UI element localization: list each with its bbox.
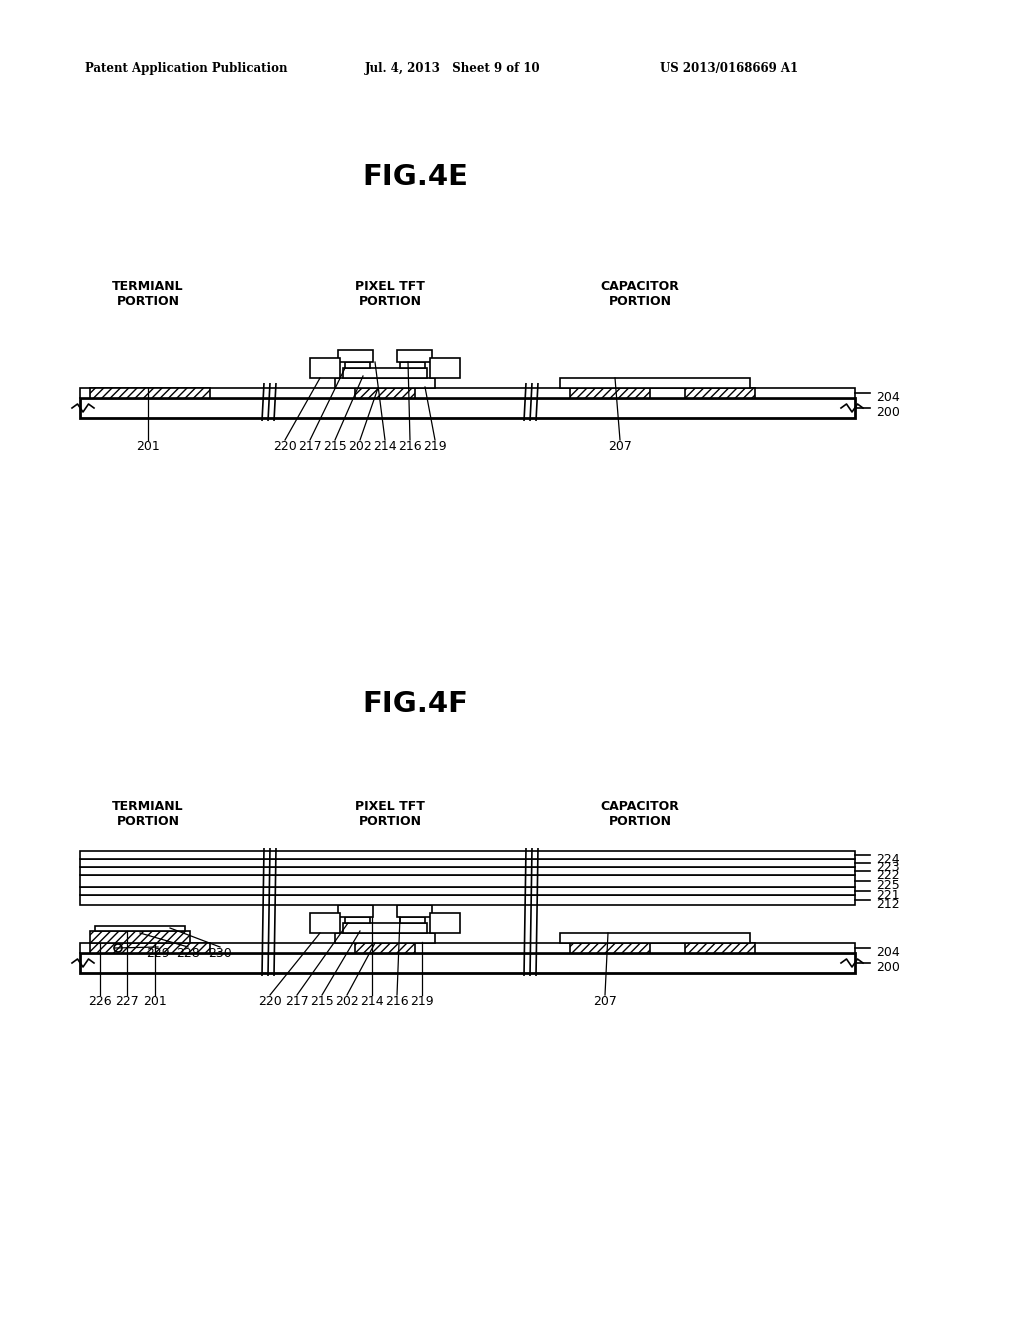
Text: 201: 201 <box>143 995 167 1008</box>
Bar <box>560 378 750 388</box>
Bar <box>310 358 340 378</box>
Text: 215: 215 <box>324 440 347 453</box>
Text: TERMIANL
PORTION: TERMIANL PORTION <box>113 800 184 828</box>
Text: 219: 219 <box>411 995 434 1008</box>
Text: 214: 214 <box>373 440 397 453</box>
Text: Patent Application Publication: Patent Application Publication <box>85 62 288 75</box>
Text: 215: 215 <box>310 995 334 1008</box>
Bar <box>80 851 855 859</box>
Bar <box>355 942 415 953</box>
Bar <box>430 358 460 378</box>
Text: 227: 227 <box>115 995 139 1008</box>
Text: FIG.4F: FIG.4F <box>362 690 468 718</box>
Bar <box>685 942 755 953</box>
Bar <box>80 867 855 875</box>
Bar <box>345 917 370 923</box>
Bar <box>570 388 650 399</box>
Text: CAPACITOR
PORTION: CAPACITOR PORTION <box>600 800 680 828</box>
Text: 221: 221 <box>876 888 900 902</box>
Text: 222: 222 <box>876 869 900 882</box>
Text: 200: 200 <box>876 961 900 974</box>
Text: 217: 217 <box>298 440 322 453</box>
Bar <box>90 942 210 953</box>
Text: 216: 216 <box>385 995 409 1008</box>
Text: 220: 220 <box>273 440 297 453</box>
Text: FIG.4E: FIG.4E <box>362 162 468 191</box>
Text: 202: 202 <box>348 440 372 453</box>
Text: 230: 230 <box>208 946 231 960</box>
Text: 207: 207 <box>608 440 632 453</box>
Text: 223: 223 <box>876 861 900 874</box>
Bar <box>560 933 750 942</box>
Text: 200: 200 <box>876 407 900 418</box>
Text: Jul. 4, 2013   Sheet 9 of 10: Jul. 4, 2013 Sheet 9 of 10 <box>365 62 541 75</box>
Text: 220: 220 <box>258 995 282 1008</box>
Bar <box>80 388 855 399</box>
Text: 225: 225 <box>876 879 900 892</box>
Bar <box>570 942 650 953</box>
Bar <box>338 350 373 362</box>
Bar <box>400 362 425 368</box>
Text: 216: 216 <box>398 440 422 453</box>
Text: 228: 228 <box>176 946 200 960</box>
Bar <box>90 931 190 942</box>
Bar <box>355 388 415 399</box>
Bar <box>343 368 427 378</box>
Bar <box>80 895 855 906</box>
Text: 204: 204 <box>876 391 900 404</box>
Text: CAPACITOR
PORTION: CAPACITOR PORTION <box>600 280 680 308</box>
Text: 202: 202 <box>335 995 358 1008</box>
Text: PIXEL TFT
PORTION: PIXEL TFT PORTION <box>355 280 425 308</box>
Bar <box>80 859 855 867</box>
Text: 212: 212 <box>876 898 900 911</box>
Text: 226: 226 <box>88 995 112 1008</box>
Bar <box>685 388 755 399</box>
Bar <box>397 906 432 917</box>
Text: 219: 219 <box>423 440 446 453</box>
Bar <box>345 362 370 368</box>
Bar <box>397 350 432 362</box>
Bar <box>400 917 425 923</box>
Bar <box>80 887 855 895</box>
Bar <box>338 906 373 917</box>
Bar <box>430 913 460 933</box>
Bar <box>343 923 427 933</box>
Text: 207: 207 <box>593 995 616 1008</box>
Text: 224: 224 <box>876 853 900 866</box>
Bar <box>95 927 185 931</box>
Text: US 2013/0168669 A1: US 2013/0168669 A1 <box>660 62 798 75</box>
Text: 201: 201 <box>136 440 160 453</box>
Text: 229: 229 <box>146 946 170 960</box>
Bar <box>90 388 210 399</box>
Bar <box>335 933 435 942</box>
Text: PIXEL TFT
PORTION: PIXEL TFT PORTION <box>355 800 425 828</box>
Text: TERMIANL
PORTION: TERMIANL PORTION <box>113 280 184 308</box>
Text: 217: 217 <box>285 995 309 1008</box>
Bar <box>80 399 855 418</box>
Bar <box>80 875 855 887</box>
Text: 204: 204 <box>876 946 900 960</box>
Bar <box>80 942 855 953</box>
Bar <box>80 953 855 973</box>
Bar <box>335 378 435 388</box>
Text: 214: 214 <box>360 995 384 1008</box>
Bar <box>310 913 340 933</box>
